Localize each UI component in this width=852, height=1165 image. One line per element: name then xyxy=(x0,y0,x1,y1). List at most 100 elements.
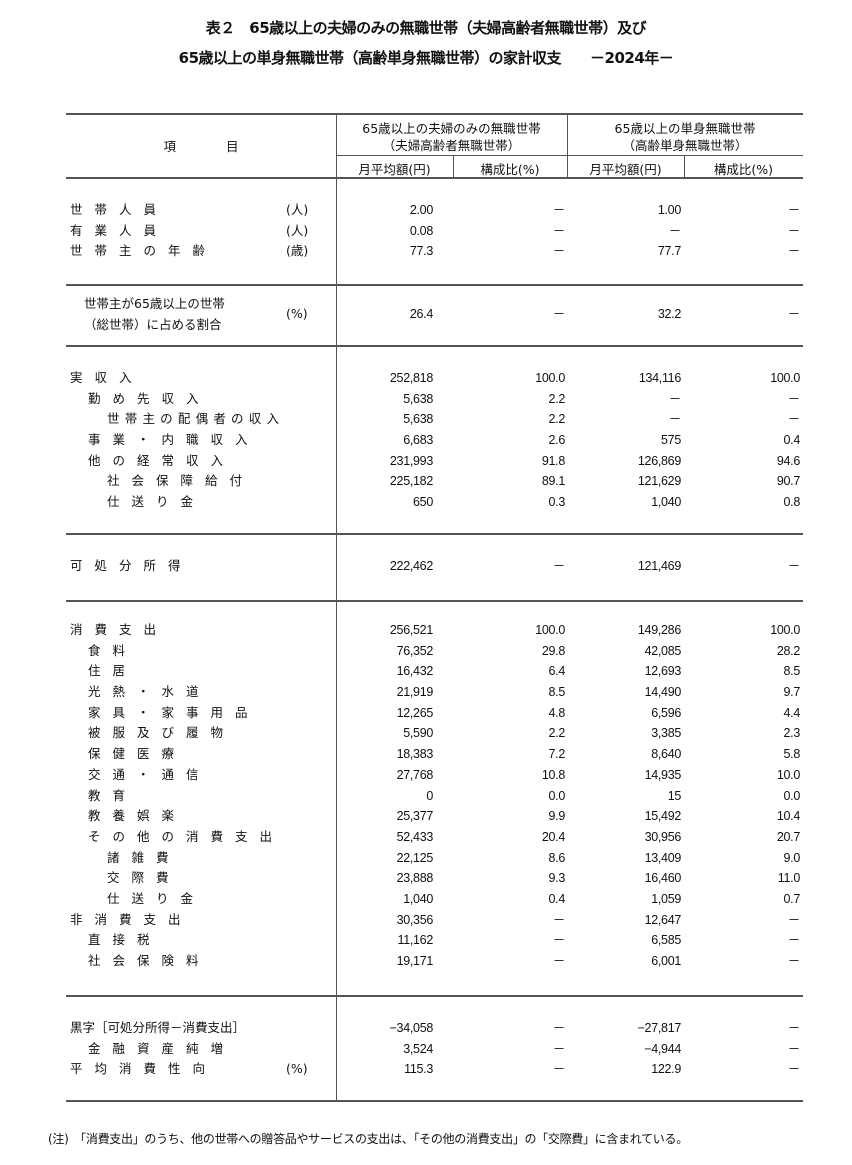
single-ratio: 0.7 xyxy=(783,891,801,906)
table-title-line1: 表２ 65歳以上の夫婦のみの無職世帯（夫婦高齢者無職世帯）及び xyxy=(205,19,647,37)
table-row: 被服及び履物 5,590 2.2 3,385 2.3 xyxy=(66,723,803,744)
single-ratio: － xyxy=(787,412,801,427)
row-label: 可処分所得 xyxy=(70,558,193,573)
table-row: 仕送り金 1,040 0.4 1,059 0.7 xyxy=(66,889,803,910)
table-row: 社会保険料 19,171 － 6,001 － xyxy=(66,951,803,972)
single-ratio: 0.8 xyxy=(783,495,801,510)
couple-amount: 252,818 xyxy=(389,371,433,385)
single-amount: 13,409 xyxy=(644,850,682,865)
table-section: 黒字［可処分所得－消費支出］ −34,058 － −27,817 － 金融資産純増 3,52… xyxy=(66,995,803,1080)
single-ratio: 10.0 xyxy=(776,767,800,782)
couple-ratio: － xyxy=(552,912,566,927)
row-label: 世帯人員 xyxy=(70,202,169,217)
single-amount: 15,492 xyxy=(644,809,682,824)
single-ratio: － xyxy=(787,391,801,406)
couple-ratio: － xyxy=(552,203,566,217)
single-amount: 1,040 xyxy=(651,495,681,510)
couple-amount: 3,524 xyxy=(403,1041,433,1056)
couple-amount: −34,058 xyxy=(389,1021,434,1035)
single-amount: 121,629 xyxy=(637,474,681,489)
single-ratio: － xyxy=(787,912,801,927)
couple-amount: 0 xyxy=(426,788,433,803)
single-amount: 14,935 xyxy=(644,767,682,782)
couple-ratio: 8.6 xyxy=(548,850,566,865)
single-amount: 8,640 xyxy=(651,747,681,762)
row-label: 平均消費性向 xyxy=(70,1061,218,1077)
table-row: 社会保障給付 225,182 89.1 121,629 90.7 xyxy=(66,471,803,492)
single-amount: 122.9 xyxy=(651,1062,681,1077)
header-item: 項 目 xyxy=(163,139,239,154)
couple-amount: 650 xyxy=(413,495,433,510)
single-ratio: 9.7 xyxy=(783,685,801,700)
row-label: 他の経常収入 xyxy=(88,452,236,468)
couple-amount: 76,352 xyxy=(396,643,434,658)
couple-amount: 25,377 xyxy=(396,809,434,824)
couple-amount: 52,433 xyxy=(396,829,434,844)
row-label: 社会保障給付 xyxy=(107,473,255,489)
section-border xyxy=(66,995,803,997)
single-amount: 3,385 xyxy=(651,726,681,741)
couple-ratio: 91.8 xyxy=(541,453,565,468)
couple-ratio: － xyxy=(552,1062,566,1077)
couple-ratio: 4.8 xyxy=(548,705,566,720)
table-row: 金融資産純増 3,524 － −4,944 － xyxy=(66,1039,803,1060)
couple-ratio: 0.0 xyxy=(548,788,566,803)
section-border xyxy=(66,533,803,535)
single-amount: 126,869 xyxy=(637,453,681,468)
couple-ratio: 8.5 xyxy=(548,685,566,700)
couple-ratio: 0.4 xyxy=(548,891,566,906)
single-amount: 575 xyxy=(661,433,681,448)
couple-ratio: － xyxy=(552,933,566,948)
single-amount: 6,596 xyxy=(651,705,681,720)
single-amount: 32.2 xyxy=(657,307,681,321)
single-ratio: 20.7 xyxy=(776,829,800,844)
couple-amount: 115.3 xyxy=(404,1062,433,1077)
couple-amount: 225,182 xyxy=(389,474,433,489)
row-label: 光熱・水道 xyxy=(88,684,211,700)
table-section: 世帯主が65歳以上の世帯 （総世帯）に占める割合 (%) 26.4 － 32.2 － xyxy=(66,284,803,345)
single-ratio: － xyxy=(787,1062,801,1077)
couple-ratio: 9.9 xyxy=(548,809,566,824)
couple-ratio: － xyxy=(552,244,566,259)
couple-ratio: 29.8 xyxy=(541,643,565,658)
single-amount: 6,001 xyxy=(651,954,681,968)
table-top-border xyxy=(66,113,803,115)
couple-amount: 11,162 xyxy=(397,933,433,948)
single-ratio: 11.0 xyxy=(777,871,801,886)
single-ratio: 2.3 xyxy=(783,726,801,741)
couple-ratio: － xyxy=(552,1041,566,1056)
couple-ratio: 6.4 xyxy=(548,664,566,679)
single-ratio: 8.5 xyxy=(783,664,801,679)
header-bottom-border xyxy=(66,177,803,179)
couple-ratio: 7.2 xyxy=(548,747,566,762)
row-label: 消費支出 xyxy=(70,622,169,637)
table-row: 光熱・水道 21,919 8.5 14,490 9.7 xyxy=(66,682,803,703)
table-row: 教養娯楽 25,377 9.9 15,492 10.4 xyxy=(66,806,803,827)
single-ratio: 4.4 xyxy=(783,705,801,720)
single-ratio: － xyxy=(787,307,801,321)
couple-ratio: 10.8 xyxy=(541,767,565,782)
row-label: 事業・内職収入 xyxy=(88,432,260,448)
table-row: 実収入 252,818 100.0 134,116 100.0 xyxy=(66,368,803,389)
row-label: 仕送り金 xyxy=(107,494,206,510)
row-label: 社会保険料 xyxy=(88,953,211,968)
table-row: 黒字［可処分所得－消費支出］ −34,058 － −27,817 － xyxy=(66,1018,803,1039)
row-label: 有業人員 xyxy=(70,222,169,238)
couple-ratio: － xyxy=(552,223,566,238)
single-amount: 12,647 xyxy=(644,912,682,927)
row-label-line1: 世帯主が65歳以上の世帯 xyxy=(84,296,225,311)
table-row: 家具・家事用品 12,265 4.8 6,596 4.4 xyxy=(66,703,803,724)
single-ratio: － xyxy=(787,223,801,238)
table-row: 保健医療 18,383 7.2 8,640 5.8 xyxy=(66,744,803,765)
couple-amount: 1,040 xyxy=(403,891,433,906)
row-label-line2: （総世帯）に占める割合 xyxy=(84,317,222,332)
single-ratio: 94.6 xyxy=(776,453,800,468)
single-amount: 16,460 xyxy=(644,871,682,886)
couple-amount: 6,683 xyxy=(403,433,433,448)
couple-ratio: 0.3 xyxy=(548,495,566,510)
row-label: 教育 xyxy=(88,787,138,803)
row-label: 金融資産純増 xyxy=(88,1040,236,1056)
table-row: 諸雑費 22,125 8.6 13,409 9.0 xyxy=(66,848,803,869)
couple-amount: 22,125 xyxy=(396,850,434,865)
couple-amount: 27,768 xyxy=(396,767,434,782)
